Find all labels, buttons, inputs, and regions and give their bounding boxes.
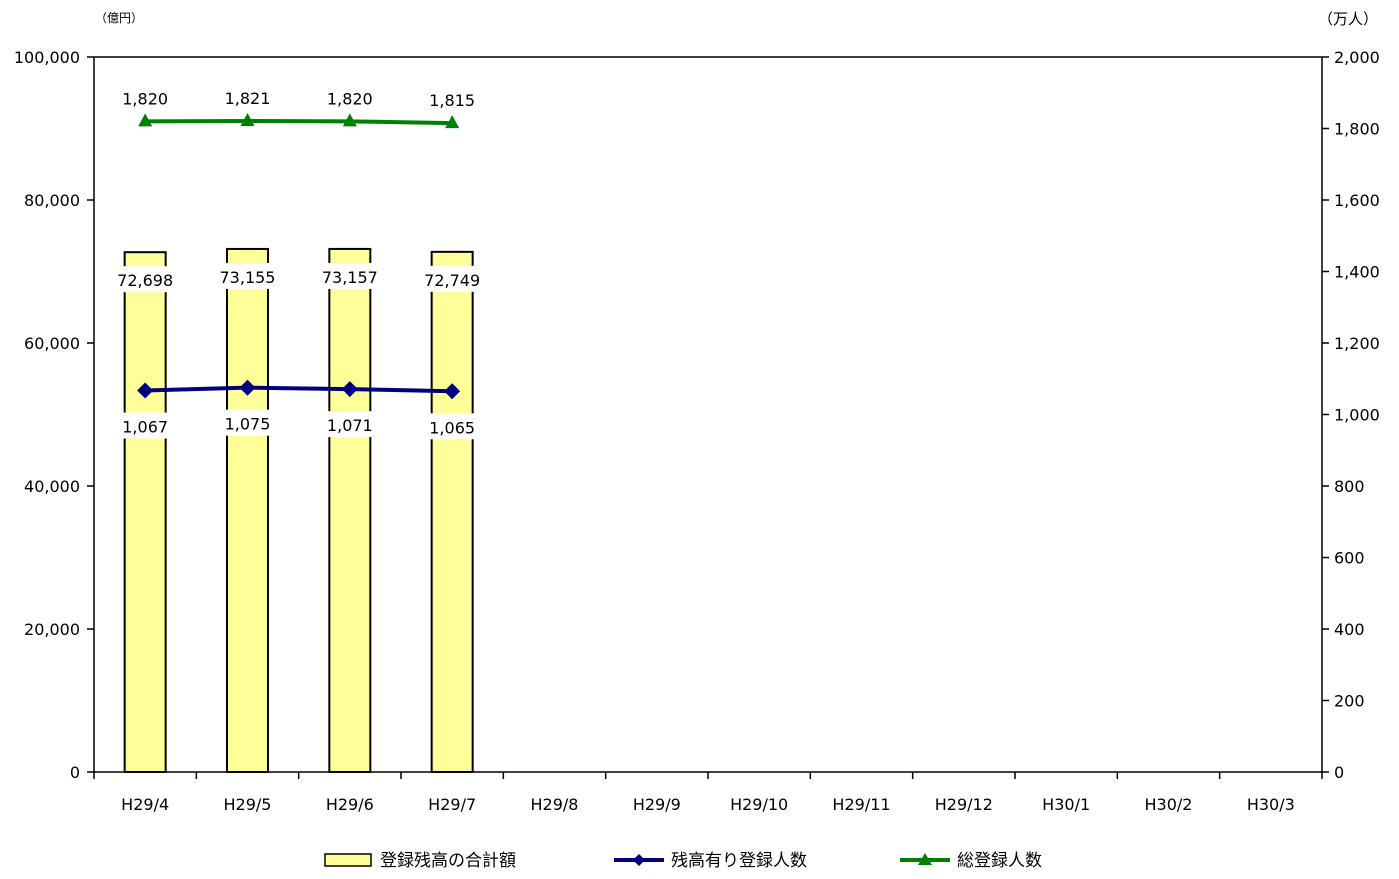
bar: [328, 247, 372, 774]
x-tick-label: H29/7: [428, 795, 476, 814]
right-tick-label: 400: [1334, 620, 1365, 639]
bar-series: [123, 247, 474, 774]
bar-value-label-bg: [211, 262, 284, 289]
axes: 0 20,000 40,000 60,000 80,000 100,000 0 200 400 6…: [14, 48, 1380, 814]
right-tick-label: 1,000: [1334, 406, 1380, 425]
right-axis-unit: （万人）: [1318, 10, 1378, 28]
left-tick-label: 40,000: [24, 477, 80, 496]
x-tick-label: H30/1: [1042, 795, 1090, 814]
right-tick-label: 0: [1334, 763, 1344, 782]
point-triangle: [240, 112, 255, 126]
total-users-label: 1,821: [225, 89, 271, 108]
balance-users-label-bg: [211, 409, 284, 436]
bar: [123, 251, 167, 774]
legend: 登録残高の合計額 残高有り登録人数 総登録人数: [324, 851, 1042, 871]
right-tick-label: 800: [1334, 477, 1365, 496]
line-total-users: [145, 118, 453, 126]
balance-users-label: 1,067: [122, 418, 168, 437]
left-tick-label: 80,000: [24, 191, 80, 210]
x-tick-label: H29/4: [121, 795, 169, 814]
left-tick-label: 100,000: [14, 48, 80, 67]
balance-users-label: 1,071: [327, 416, 373, 435]
legend-label-line-balance: 残高有り登録人数: [671, 851, 807, 871]
x-tick-label: H29/5: [224, 795, 272, 814]
left-tick-label: 0: [70, 763, 80, 782]
point-diamond: [137, 382, 154, 399]
legend-marker-triangle: [918, 853, 932, 865]
data-labels: 72,698 73,155 73,157 72,749 1,067 1,075 1,071 1…: [109, 89, 489, 440]
x-tick-label: H29/11: [832, 795, 890, 814]
bar-value-label: 73,157: [322, 268, 378, 287]
right-tick-label: 1,200: [1334, 334, 1380, 353]
total-users-label: 1,820: [122, 89, 168, 108]
legend-swatch-bar: [324, 853, 372, 867]
bar-value-label: 72,698: [117, 271, 173, 290]
right-tick-label: 2,000: [1334, 48, 1380, 67]
balance-users-label-bg: [109, 412, 182, 439]
bar: [226, 247, 269, 773]
right-tick-label: 1,800: [1334, 120, 1380, 139]
point-triangle: [138, 113, 153, 127]
x-tick-label: H30/2: [1145, 795, 1193, 814]
bar-value-label: 72,749: [424, 271, 480, 290]
point-diamond: [444, 383, 461, 400]
x-tick-label: H29/9: [633, 795, 681, 814]
balance-users-label-bg: [416, 413, 489, 440]
balance-users-label-bg: [313, 411, 386, 438]
left-tick-label: 20,000: [24, 620, 80, 639]
left-axis-unit: （億円）: [95, 11, 143, 25]
legend-marker-diamond: [633, 854, 645, 866]
bar-value-label-bg: [313, 262, 386, 289]
balance-users-label: 1,075: [225, 415, 271, 434]
right-tick-label: 200: [1334, 692, 1365, 711]
legend-label-bar: 登録残高の合計額: [380, 851, 516, 871]
total-users-label: 1,815: [429, 91, 475, 110]
x-tick-label: H29/12: [935, 795, 993, 814]
legend-label-line-total: 総登録人数: [957, 851, 1042, 871]
total-users-label: 1,820: [327, 89, 373, 108]
bar-value-label: 73,155: [220, 268, 276, 287]
x-tick-label: H29/10: [730, 795, 788, 814]
bar-value-label-bg: [109, 266, 182, 293]
point-triangle: [445, 115, 460, 129]
right-tick-label: 1,600: [1334, 191, 1380, 210]
line-balance-users: [145, 385, 453, 394]
x-tick-label: H29/6: [326, 795, 374, 814]
bar-value-label-bg: [416, 265, 489, 292]
x-tick-label: H30/3: [1247, 795, 1295, 814]
right-tick-label: 600: [1334, 549, 1365, 568]
bar: [430, 250, 474, 773]
point-triangle: [342, 113, 357, 127]
x-tick-label: H29/8: [531, 795, 579, 814]
balance-users-label: 1,065: [429, 418, 475, 437]
right-tick-label: 1,400: [1334, 263, 1380, 282]
line-series: [137, 112, 461, 400]
left-tick-label: 60,000: [24, 334, 80, 353]
point-diamond: [239, 379, 256, 396]
point-diamond: [341, 381, 358, 398]
